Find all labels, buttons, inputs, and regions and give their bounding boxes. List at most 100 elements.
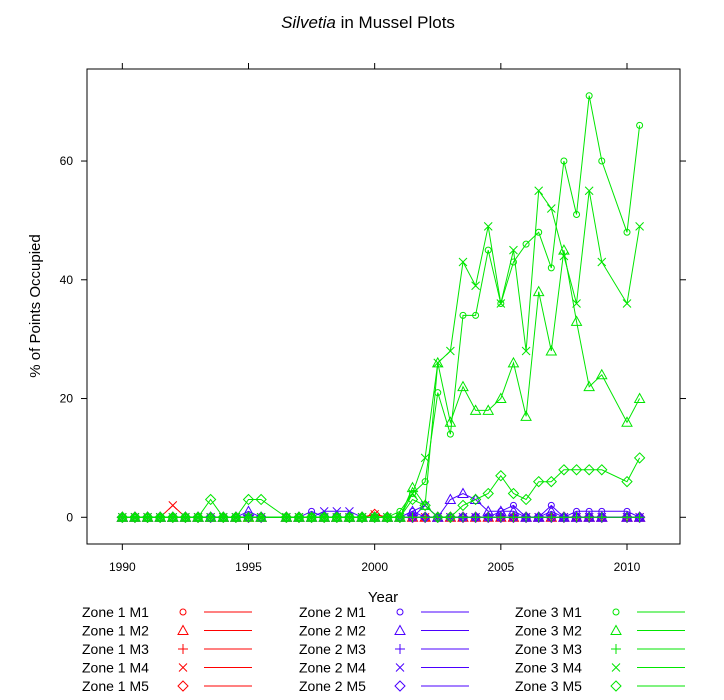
data-point (421, 478, 429, 486)
data-point (508, 512, 519, 523)
data-point (521, 346, 531, 356)
data-point (621, 475, 633, 488)
data-point (419, 499, 431, 512)
data-point (230, 511, 242, 523)
data-point (459, 311, 467, 319)
x-tick-label: 2010 (614, 560, 641, 574)
legend-label: Zone 1 M1 (82, 604, 149, 620)
legend-item: Zone 2 M3 (299, 641, 469, 657)
data-point (420, 512, 431, 523)
data-point (444, 416, 457, 427)
data-point (318, 511, 330, 523)
legend-label: Zone 2 M5 (299, 678, 366, 694)
series-line (122, 457, 641, 518)
data-point (472, 311, 480, 319)
data-point (331, 511, 343, 523)
data-point (394, 511, 406, 523)
legend-marker (178, 644, 188, 654)
data-point (432, 511, 444, 523)
legend-label: Zone 2 M3 (299, 641, 366, 657)
data-point (547, 501, 555, 509)
series-layer (116, 92, 646, 523)
data-point (559, 251, 569, 261)
data-point (521, 512, 532, 523)
legend-marker (179, 608, 187, 616)
data-point (595, 368, 608, 380)
y-tick-label: 20 (60, 392, 74, 406)
data-point (558, 512, 569, 523)
data-point (408, 489, 417, 498)
x-axis-label: Year (368, 589, 398, 606)
data-point (520, 493, 532, 506)
data-point (469, 404, 482, 415)
legend-label: Zone 1 M2 (82, 623, 149, 639)
data-point (597, 257, 607, 267)
data-point (217, 511, 229, 523)
data-point (495, 470, 507, 482)
data-point (546, 204, 556, 213)
data-point (636, 121, 644, 129)
series-zone-3-m1 (118, 92, 644, 521)
data-point (154, 511, 166, 523)
data-point (458, 257, 468, 267)
legend-label: Zone 1 M3 (82, 641, 149, 657)
tick-layer: 1990 1995 2000 2005 2010 0 20 40 60 (60, 63, 686, 574)
data-point (545, 345, 558, 356)
data-point (116, 511, 129, 523)
data-point (484, 246, 492, 254)
legend-label: Zone 1 M4 (82, 660, 149, 676)
data-point (168, 501, 178, 510)
data-point (483, 512, 494, 523)
x-tick-label: 2000 (361, 560, 388, 574)
y-axis-label: % of Points Occupied (27, 234, 44, 377)
data-point (558, 464, 570, 476)
data-point (293, 511, 305, 523)
legend-item: Zone 1 M5 (82, 678, 252, 694)
legend-label: Zone 2 M2 (299, 623, 366, 639)
data-point (509, 501, 517, 509)
data-point (621, 416, 633, 427)
data-point (532, 285, 545, 297)
data-point (457, 512, 468, 523)
data-point (433, 358, 443, 368)
legend-label: Zone 2 M4 (299, 660, 366, 676)
legend-marker (178, 663, 188, 672)
legend-marker (611, 644, 621, 654)
legend-label: Zone 3 M1 (515, 604, 582, 620)
data-point (560, 157, 568, 165)
data-point (509, 245, 518, 255)
data-point (471, 281, 480, 291)
data-point (583, 464, 595, 476)
data-point (585, 92, 593, 100)
legend-marker (610, 680, 622, 692)
data-point (192, 511, 204, 523)
data-point (494, 392, 507, 404)
data-point (622, 299, 632, 308)
data-point (446, 346, 455, 356)
data-point (495, 512, 506, 523)
legend-marker (396, 608, 404, 616)
legend-item: Zone 2 M5 (299, 678, 469, 694)
chart-title-rest: in Mussel Plots (336, 13, 455, 32)
data-point (256, 512, 266, 522)
legend-label: Zone 3 M4 (515, 660, 582, 676)
data-point (356, 511, 368, 523)
data-point (255, 493, 267, 506)
series-line (122, 250, 641, 518)
data-point (598, 157, 606, 165)
legend-marker (177, 624, 189, 635)
data-point (167, 511, 179, 523)
data-point (129, 511, 141, 523)
data-point (444, 511, 457, 523)
data-point (457, 487, 469, 499)
data-point (469, 493, 482, 506)
data-point (482, 404, 495, 415)
series-zone-3-m5 (116, 452, 646, 523)
legend-item: Zone 1 M3 (82, 641, 252, 657)
data-point (633, 452, 646, 464)
legend-item: Zone 1 M2 (82, 623, 252, 639)
x-tick-label: 1990 (109, 560, 136, 574)
data-point (522, 240, 530, 248)
series-zone-3-m2 (116, 244, 646, 522)
data-point (446, 430, 454, 438)
